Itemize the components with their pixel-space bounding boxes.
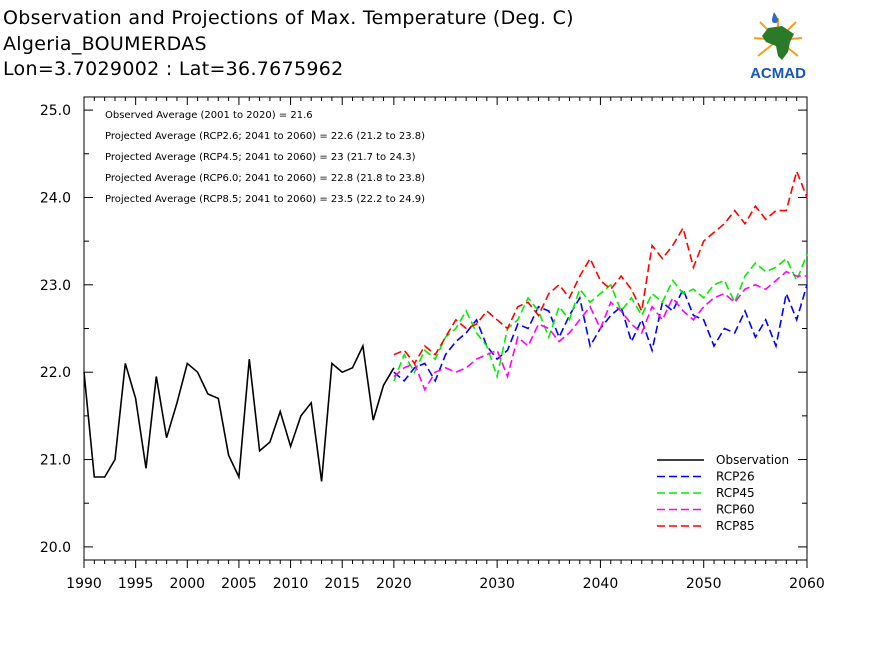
x-tick-label: 2010 [273,576,309,592]
series-rcp26 [393,284,808,383]
legend-label: RCP26 [716,470,755,484]
chart-title: Observation and Projections of Max. Temp… [3,7,574,29]
plot-frame [83,96,808,561]
y-tick-label: 23.0 [40,278,71,294]
acmad-logo: ACMAD [738,8,818,84]
annotation-line: Observed Average (2001 to 2020) = 21.6 [105,110,313,121]
x-tick-label: 2030 [479,576,515,592]
annotation-line: Projected Average (RCP6.0; 2041 to 2060)… [105,173,425,184]
x-tick-label: 2040 [583,576,619,592]
y-tick-label: 22.0 [40,365,71,381]
x-tick-label: 2020 [376,576,412,592]
series-rcp60 [393,270,807,392]
x-tick-label: 2005 [221,576,257,592]
x-tick-label: 2050 [686,576,722,592]
coordinates: Lon=3.7029002 : Lat=36.7675962 [3,58,344,80]
legend-label: RCP45 [716,486,755,500]
series-rcp85 [393,168,808,365]
annotation-line: Projected Average (RCP8.5; 2041 to 2060)… [105,194,425,205]
x-tick-label: 2000 [169,576,205,592]
series-layer [83,168,808,482]
y-tick-label: 21.0 [40,453,71,469]
legend-label: RCP85 [716,519,755,533]
x-tick-label: 1990 [66,576,102,592]
annotations: Observed Average (2001 to 2020) = 21.6 Pr… [105,110,425,205]
annotation-line: Projected Average (RCP4.5; 2041 to 2060)… [105,152,416,163]
x-tick-label: 2015 [324,576,360,592]
logo-text: ACMAD [750,65,806,82]
y-tick-label: 20.0 [40,540,71,556]
location-name: Algeria_BOUMERDAS [3,33,207,55]
axis-ticks: 20.0 21.0 22.0 23.0 24.0 25.0 1990 1995 2000 2005… [40,97,825,592]
africa-map-water-drop-logo: ACMAD [750,12,806,82]
legend-label: Observation [716,453,789,467]
legend: Observation RCP26 RCP45 RCP60 RCP85 [657,453,789,533]
legend-label: RCP60 [716,503,755,517]
annotation-line: Projected Average (RCP2.6; 2041 to 2060)… [105,131,425,142]
y-tick-label: 25.0 [40,103,71,119]
y-tick-label: 24.0 [40,190,71,206]
x-tick-label: 1995 [118,576,154,592]
series-rcp45 [393,253,808,382]
series-observation [83,343,395,482]
x-tick-label: 2060 [789,576,825,592]
